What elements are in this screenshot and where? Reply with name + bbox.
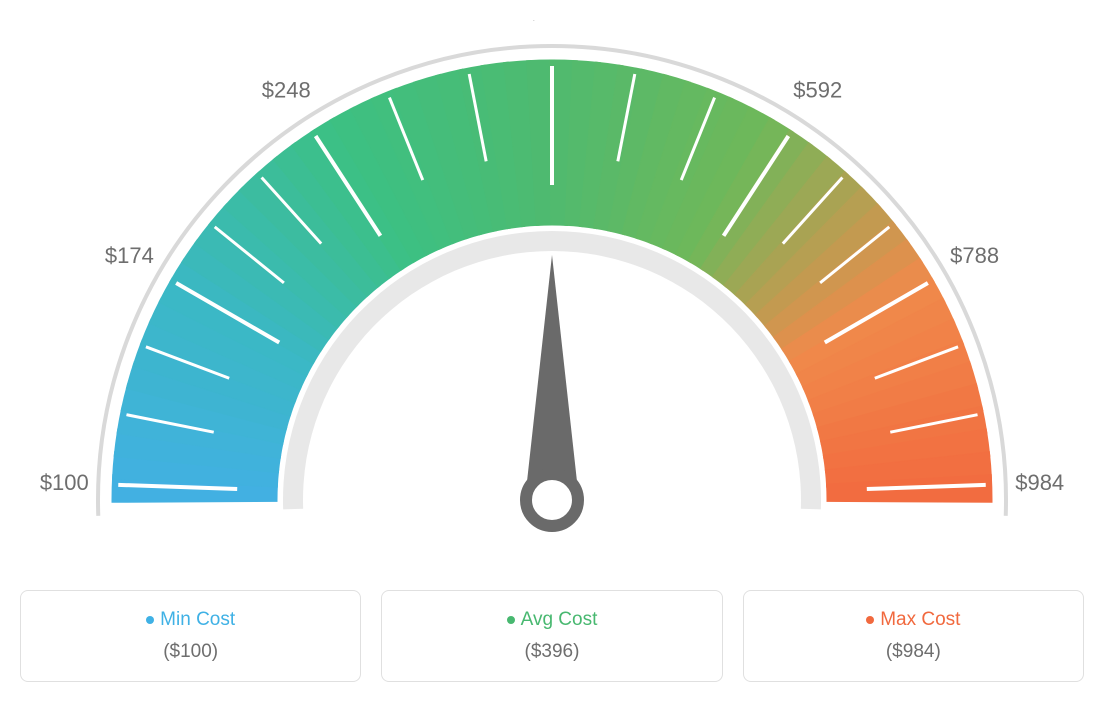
legend-max-text: Max Cost — [880, 609, 960, 630]
tick-label: $788 — [950, 243, 999, 268]
legend-avg-label: Avg Cost — [392, 609, 711, 631]
dot-avg-icon — [507, 616, 515, 624]
legend-avg: Avg Cost ($396) — [381, 590, 722, 682]
tick-label: $100 — [40, 470, 89, 495]
tick-label: $396 — [528, 20, 577, 24]
gauge-svg: $100 $174 $248 $396 $592 $788 $984 — [20, 20, 1084, 580]
legend-min-label: Min Cost — [31, 609, 350, 631]
legend-min: Min Cost ($100) — [20, 590, 361, 682]
legend-max-label: Max Cost — [754, 609, 1073, 631]
legend-min-text: Min Cost — [160, 609, 235, 630]
legend-max-value: ($984) — [754, 641, 1073, 663]
needle-hub — [526, 474, 578, 526]
needle — [524, 255, 579, 505]
tick-label: $248 — [262, 78, 311, 103]
gauge-chart: $100 $174 $248 $396 $592 $788 $984 — [20, 20, 1084, 580]
tick-label: $174 — [105, 243, 154, 268]
dot-min-icon — [146, 616, 154, 624]
tick-label: $984 — [1015, 470, 1064, 495]
gauge-container: $100 $174 $248 $396 $592 $788 $984 Min Cost ($… — [20, 20, 1084, 682]
legend-avg-value: ($396) — [392, 641, 711, 663]
legend-max: Max Cost ($984) — [743, 590, 1084, 682]
legend-avg-text: Avg Cost — [521, 609, 598, 630]
legend-row: Min Cost ($100) Avg Cost ($396) Max Cost… — [20, 590, 1084, 682]
legend-min-value: ($100) — [31, 641, 350, 663]
dot-max-icon — [866, 616, 874, 624]
tick-label: $592 — [793, 78, 842, 103]
